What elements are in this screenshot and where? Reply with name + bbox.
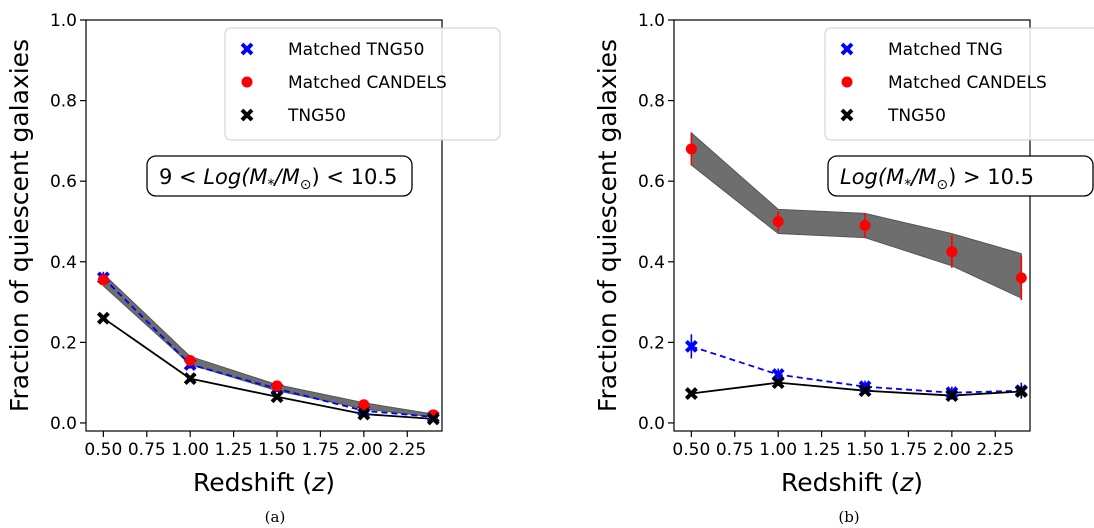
y-tick-label: 0.0 <box>638 414 665 434</box>
series-line-2 <box>103 318 433 419</box>
x-tick-label: 0.75 <box>128 440 166 460</box>
y-axis-label: Fraction of quiescent galaxies <box>593 39 622 412</box>
legend-marker <box>842 77 853 88</box>
y-tick-label: 1.0 <box>50 11 77 31</box>
x-tick-label: 1.00 <box>171 440 209 460</box>
y-tick-label: 0.0 <box>50 414 77 434</box>
panel-caption: (b) <box>838 508 859 526</box>
legend-marker <box>242 77 253 88</box>
x-tick-label: 1.25 <box>803 440 841 460</box>
panel-a: 0.0 0.2 0.4 0.6 0.8 1.0 0.50 0.75 1.00 1.25 1.50 1.… <box>5 11 500 526</box>
y-tick-label: 0.6 <box>638 172 665 192</box>
legend: Matched TNG50 Matched CANDELS TNG50 <box>225 28 500 140</box>
data-point <box>185 355 196 366</box>
legend-label: Matched CANDELS <box>888 73 1047 93</box>
legend-label: TNG50 <box>287 106 346 126</box>
y-tick-label: 0.2 <box>50 333 77 353</box>
y-tick-label: 0.2 <box>638 333 665 353</box>
data-point <box>946 246 957 257</box>
legend-label: Matched CANDELS <box>288 73 447 93</box>
data-point <box>686 143 697 154</box>
x-tick-label: 1.50 <box>846 440 884 460</box>
x-tick-label: 2.25 <box>388 440 426 460</box>
panel-b: 0.0 0.2 0.4 0.6 0.8 1.0 0.50 0.75 1.00 1.25 1.50 1.… <box>593 11 1094 526</box>
x-tick-label: 2.00 <box>345 440 383 460</box>
y-tick-label: 0.8 <box>638 92 665 112</box>
data-point <box>98 313 108 323</box>
x-tick-label: 1.75 <box>302 440 340 460</box>
x-axis-label: Redshift (z) <box>193 468 335 497</box>
y-tick-label: 0.4 <box>50 253 77 273</box>
y-tick-label: 0.8 <box>50 92 77 112</box>
x-axis-label: Redshift (z) <box>781 468 923 497</box>
legend-label: Matched TNG50 <box>288 40 424 60</box>
legend: Matched TNG Matched CANDELS TNG50 <box>825 28 1094 140</box>
x-tick-label: 0.75 <box>716 440 754 460</box>
y-tick-label: 0.4 <box>638 253 665 273</box>
x-tick-label: 0.50 <box>84 440 122 460</box>
x-tick-label: 1.75 <box>890 440 928 460</box>
annotation: Log(M*/M⊙) > 10.5 <box>828 156 1093 196</box>
data-point <box>860 220 871 231</box>
data-point <box>272 380 283 391</box>
x-tick-label: 2.00 <box>933 440 971 460</box>
data-point <box>98 274 109 285</box>
panel-caption: (a) <box>265 508 286 526</box>
x-tick-label: 1.25 <box>215 440 253 460</box>
annotation-label: 9 < Log(M*/M⊙) < 10.5 <box>159 165 397 193</box>
series-line-0 <box>103 278 433 417</box>
data-point <box>1016 272 1027 283</box>
y-tick-label: 1.0 <box>638 11 665 31</box>
y-tick-label: 0.6 <box>50 172 77 192</box>
series-line-0 <box>691 346 1021 392</box>
x-tick-label: 1.50 <box>258 440 296 460</box>
x-tick-label: 1.00 <box>759 440 797 460</box>
x-tick-label: 2.25 <box>976 440 1014 460</box>
annotation: 9 < Log(M*/M⊙) < 10.5 <box>147 156 412 196</box>
y-axis-label: Fraction of quiescent galaxies <box>5 39 34 412</box>
data-point <box>773 216 784 227</box>
legend-label: TNG50 <box>887 106 946 126</box>
x-tick-label: 0.50 <box>672 440 710 460</box>
legend-label: Matched TNG <box>888 40 1003 60</box>
